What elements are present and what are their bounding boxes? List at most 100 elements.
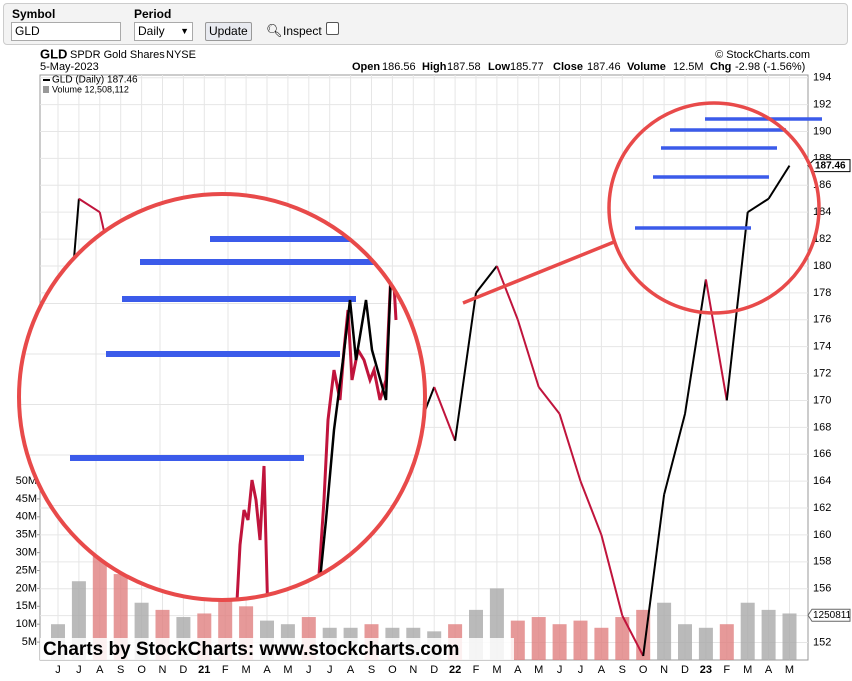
y2-tick-label: 50M xyxy=(16,475,37,487)
credit: © StockCharts.com xyxy=(715,49,810,61)
symbol-label: Symbol xyxy=(12,7,56,21)
x-tick-label: A xyxy=(347,664,355,676)
x-tick-label: F xyxy=(473,664,480,676)
magnifier-circle xyxy=(607,101,821,315)
volume-bar xyxy=(615,617,630,660)
x-tick-label: F xyxy=(723,664,730,676)
volume-bar xyxy=(92,552,107,660)
period-select[interactable]: Daily ▼ xyxy=(134,22,193,41)
volume-bar xyxy=(678,624,692,660)
y-tick-label: 174 xyxy=(813,341,831,353)
y-tick-label: 152 xyxy=(813,636,831,648)
volume-bar xyxy=(657,602,672,660)
x-tick-label: D xyxy=(179,664,187,676)
price-segment xyxy=(747,197,770,214)
update-button[interactable]: Update xyxy=(205,22,252,41)
price-segment xyxy=(642,494,666,657)
date: 5-May-2023 xyxy=(40,61,99,73)
symbol: GLD xyxy=(40,46,67,61)
price-segment xyxy=(579,480,603,536)
stat-value: 187.46 xyxy=(587,61,621,73)
watermark-bg xyxy=(40,638,514,660)
y-tick-label: 170 xyxy=(813,394,831,406)
symbol-input[interactable]: GLD xyxy=(11,22,121,41)
x-tick-label: O xyxy=(388,664,397,676)
volume-bar xyxy=(531,617,546,660)
volume-legend: Volume 12,508,112 xyxy=(52,84,129,94)
price-segment xyxy=(621,615,645,657)
x-tick-label: A xyxy=(514,664,522,676)
stat-value: 12.5M xyxy=(673,61,704,73)
security-name: SPDR Gold Shares xyxy=(70,49,165,61)
inspect-checkbox[interactable] xyxy=(326,22,339,35)
x-tick-label: D xyxy=(681,664,689,676)
y-tick-label: 164 xyxy=(813,475,831,487)
price-segment xyxy=(475,265,498,294)
y-tick-label: 162 xyxy=(813,502,831,514)
y-tick-label: 192 xyxy=(813,98,831,110)
x-tick-label: A xyxy=(96,664,104,676)
y-tick-label: 176 xyxy=(813,314,831,326)
y2-tick-label: 5M xyxy=(22,636,37,648)
period-label: Period xyxy=(134,7,172,21)
y2-tick-label: 40M xyxy=(16,511,37,523)
price-segment xyxy=(767,165,791,200)
stat-value: 187.58 xyxy=(447,61,481,73)
zoom-price-trace xyxy=(314,249,398,600)
dropdown-arrow: ▼ xyxy=(180,26,189,36)
inspect-label[interactable]: Inspect xyxy=(283,24,322,38)
x-tick-label: N xyxy=(409,664,417,676)
x-tick-label: D xyxy=(430,664,438,676)
volume-bar xyxy=(552,624,567,660)
stat-value: 186.56 xyxy=(382,61,416,73)
y-tick-label: 182 xyxy=(813,233,831,245)
volume-bar xyxy=(698,627,713,660)
x-tick-label: M xyxy=(242,664,251,676)
price-segment xyxy=(433,386,457,442)
x-tick-label: A xyxy=(263,664,271,676)
legend-swatch xyxy=(43,86,49,93)
price-segment xyxy=(558,413,582,482)
toolbar: Symbol GLD Period Daily ▼ Update 🔍︎ Inspe… xyxy=(3,3,848,45)
x-tick-label: M xyxy=(785,664,794,676)
stat-label: Close xyxy=(553,61,583,73)
y-tick-label: 158 xyxy=(813,556,831,568)
y2-tick-label: 10M xyxy=(16,618,37,630)
zoom-tick-label: 184 xyxy=(430,394,462,415)
stat-label: Volume xyxy=(627,61,666,73)
x-tick-label: 23 xyxy=(700,664,712,676)
volume-bar xyxy=(573,620,588,660)
last-volume-label: 12508112 xyxy=(813,610,852,621)
price-segment xyxy=(516,319,540,388)
stat-value: 185.77 xyxy=(510,61,544,73)
x-tick-label: S xyxy=(368,664,375,676)
volume-bar xyxy=(740,602,755,660)
exchange: NYSE xyxy=(166,49,196,61)
x-tick-label: J xyxy=(557,664,563,676)
y-tick-label: 184 xyxy=(813,206,831,218)
x-tick-label: J xyxy=(578,664,584,676)
price-segment xyxy=(725,212,749,401)
x-tick-label: J xyxy=(306,664,312,676)
x-tick-label: 22 xyxy=(449,664,461,676)
y-tick-label: 166 xyxy=(813,448,831,460)
price-segment xyxy=(663,413,686,495)
volume-bar xyxy=(761,609,776,660)
y-tick-label: 156 xyxy=(813,583,831,595)
x-tick-label: N xyxy=(159,664,167,676)
x-tick-label: S xyxy=(117,664,124,676)
x-tick-label: M xyxy=(743,664,752,676)
y2-tick-label: 30M xyxy=(16,547,37,559)
y-tick-label: 178 xyxy=(813,287,831,299)
y-tick-label: 168 xyxy=(813,421,831,433)
y-tick-label: 160 xyxy=(813,529,831,541)
y2-tick-label: 45M xyxy=(16,493,37,505)
x-tick-label: F xyxy=(222,664,229,676)
y-tick-label: 190 xyxy=(813,125,831,137)
price-segment xyxy=(454,292,477,441)
price-segment xyxy=(495,265,519,321)
price-segment xyxy=(537,386,561,415)
inspect-icon: 🔍︎ xyxy=(266,23,283,38)
